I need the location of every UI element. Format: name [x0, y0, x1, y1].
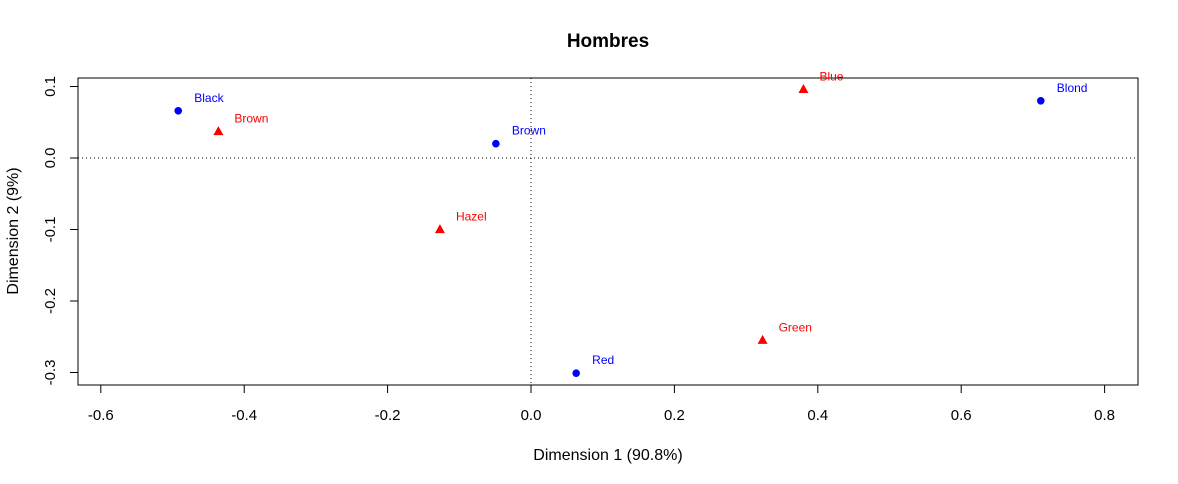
- y-tick-label: -0.2: [42, 288, 59, 314]
- x-axis: -0.6 -0.4 -0.2 0.0 0.2 0.4 0.6 0.8: [88, 384, 1115, 424]
- point-label-brown: Brown: [234, 112, 268, 126]
- reference-lines: [78, 78, 1138, 385]
- point-hazel-triangle: [434, 224, 445, 234]
- point-brown-circle: [492, 139, 500, 148]
- x-tick-label: -0.6: [88, 407, 114, 424]
- point-green-triangle: [757, 334, 768, 344]
- point-label-brown: Brown: [512, 124, 546, 138]
- point-label-hazel: Hazel: [456, 210, 487, 224]
- point-label-blond: Blond: [1057, 81, 1088, 95]
- point-label-red: Red: [592, 353, 614, 367]
- x-tick-label: 0.2: [664, 407, 685, 424]
- point-black-circle: [174, 107, 183, 115]
- point-label-black: Black: [194, 91, 224, 105]
- chart-title: Hombres: [567, 31, 649, 52]
- x-tick-label: 0.8: [1094, 407, 1115, 424]
- y-tick-label: -0.1: [42, 217, 59, 243]
- y-tick-label: 0.0: [42, 148, 59, 169]
- y-tick-label: -0.3: [42, 360, 59, 386]
- data-points: [174, 83, 1045, 378]
- x-tick-label: 0.6: [951, 407, 972, 424]
- point-brown-triangle: [213, 126, 224, 136]
- x-tick-label: 0.4: [807, 407, 828, 424]
- x-tick-label: -0.2: [375, 407, 401, 424]
- point-labels: Black Brown Red Blond Brown Hazel Green Blue: [194, 69, 1087, 367]
- x-axis-label: Dimension 1 (90.8%): [533, 447, 682, 464]
- point-blond-circle: [1036, 97, 1045, 105]
- x-tick-label: -0.4: [231, 407, 257, 424]
- point-blue-triangle: [798, 83, 809, 93]
- y-tick-label: 0.1: [42, 76, 59, 97]
- y-axis: -0.3 -0.2 -0.1 0.0 0.1: [42, 76, 79, 386]
- x-tick-label: 0.0: [521, 407, 542, 424]
- y-axis-label: Dimension 2 (9%): [5, 167, 22, 294]
- point-label-green: Green: [779, 320, 812, 334]
- point-label-blue: Blue: [819, 69, 843, 83]
- point-red-circle: [572, 369, 580, 378]
